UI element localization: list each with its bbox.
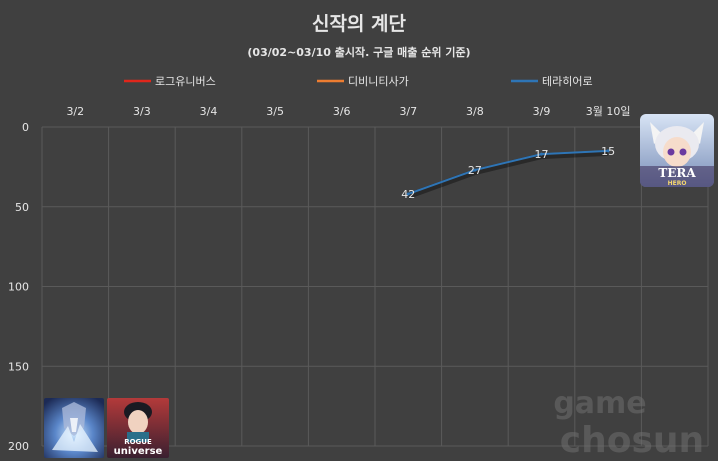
tera-hero-logo-line1: TERA xyxy=(658,166,696,180)
y-tick-label: 150 xyxy=(8,360,29,373)
chart-title: 신작의 계단 xyxy=(312,13,407,35)
x-tick-label: 3/3 xyxy=(133,105,151,118)
data-labels: 42 27 17 15 xyxy=(401,145,615,201)
data-label: 15 xyxy=(601,145,615,158)
rogue-universe-artwork: ROGUE universe xyxy=(107,398,169,458)
data-label: 42 xyxy=(401,188,415,201)
watermark: game chosun xyxy=(553,386,704,461)
grid xyxy=(41,126,709,447)
rogue-universe-logo-line1: ROGUE xyxy=(124,438,152,446)
tera-hero-logo-line2: HERO xyxy=(668,180,687,187)
x-tick-label: 3/4 xyxy=(200,105,218,118)
data-point xyxy=(473,168,477,172)
legend-label-rogue-universe: 로그유니버스 xyxy=(155,75,216,88)
x-tick-label: 3/2 xyxy=(66,105,84,118)
x-tick-label: 3월 10일 xyxy=(586,104,631,118)
data-point xyxy=(406,192,410,196)
tera-hero-game-icon: TERA HERO xyxy=(640,114,714,187)
watermark-line1: game xyxy=(553,386,646,421)
y-tick-label: 50 xyxy=(15,201,29,214)
rogue-universe-game-icon: ROGUE universe xyxy=(107,398,169,458)
data-label: 17 xyxy=(535,148,549,161)
series-line-shadow xyxy=(407,149,609,199)
x-axis-ticks: 3/2 3/3 3/4 3/5 3/6 3/7 3/8 3/9 3월 10일 xyxy=(66,104,630,118)
x-tick-label: 3/8 xyxy=(466,105,484,118)
watermark-line2: chosun xyxy=(560,420,704,461)
y-tick-label: 0 xyxy=(22,121,29,134)
data-point xyxy=(540,152,543,156)
series-lines xyxy=(406,149,610,199)
divinity-saga-game-icon xyxy=(44,398,104,458)
x-tick-label: 3/7 xyxy=(399,105,417,118)
series-line xyxy=(407,149,609,195)
y-axis-ticks: 0 50 100 150 200 xyxy=(8,121,29,453)
x-tick-label: 3/6 xyxy=(333,105,351,118)
tera-hero-artwork: TERA HERO xyxy=(640,114,714,187)
data-point xyxy=(606,149,610,153)
legend: 로그유니버스 디비니티사가 테라히어로 xyxy=(124,74,593,88)
x-tick-label: 3/5 xyxy=(266,105,284,118)
legend-label-divinity-saga: 디비니티사가 xyxy=(348,75,409,88)
y-tick-label: 200 xyxy=(8,440,29,453)
legend-label-tera-hero: 테라히어로 xyxy=(542,74,593,88)
data-label: 27 xyxy=(468,164,482,177)
rogue-universe-logo-line2: universe xyxy=(114,446,163,457)
y-tick-label: 100 xyxy=(8,281,29,294)
x-tick-label: 3/9 xyxy=(533,105,551,118)
divinity-saga-artwork xyxy=(44,398,104,458)
chart-subtitle: (03/02~03/10 출시작. 구글 매출 순위 기준) xyxy=(247,45,470,59)
